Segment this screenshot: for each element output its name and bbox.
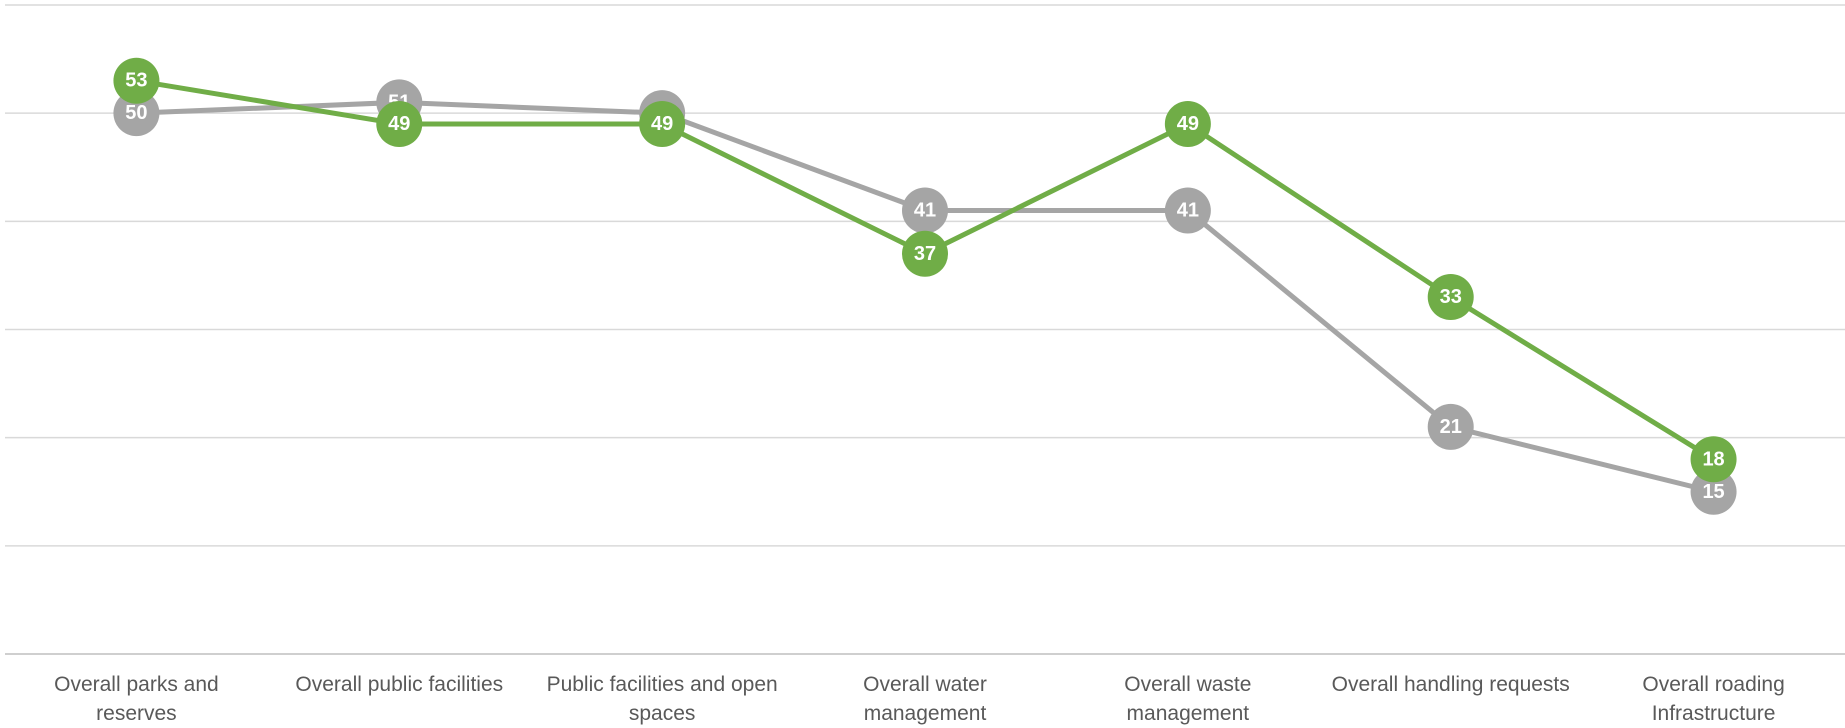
x-tick-label: Public facilities and open spaces	[546, 673, 778, 725]
x-tick-label: Overall roading Infrastructure	[1642, 673, 1785, 725]
data-label: 33	[1440, 286, 1462, 308]
data-label: 49	[651, 113, 673, 135]
marker	[1690, 436, 1737, 483]
marker	[113, 57, 160, 104]
marker	[1427, 274, 1474, 321]
marker	[113, 90, 160, 137]
marker	[1164, 187, 1211, 234]
marker	[1690, 468, 1737, 515]
marker	[902, 230, 948, 277]
x-tick-label: Overall handling requests	[1331, 673, 1570, 696]
data-label: 21	[1440, 416, 1462, 438]
marker	[639, 100, 686, 147]
x-tick-label: Overall waste management	[1124, 673, 1252, 725]
data-label: 37	[914, 243, 936, 265]
data-label: 49	[1177, 113, 1199, 135]
data-label: 53	[125, 70, 147, 92]
x-tick-label: Overall public facilities	[295, 673, 504, 696]
marker	[1164, 100, 1211, 147]
marker	[902, 187, 948, 234]
data-label: 49	[388, 113, 410, 135]
data-label: 50	[125, 102, 147, 124]
marker	[1427, 403, 1474, 450]
series-line	[136, 99, 1715, 495]
data-label: 18	[1702, 448, 1724, 470]
data-label: 41	[1177, 200, 1199, 222]
data-label: 41	[914, 200, 936, 222]
x-tick-label: Overall water management	[863, 673, 987, 725]
x-tick-label: Overall parks and reserves	[54, 673, 219, 725]
marker	[376, 100, 423, 147]
data-label: 15	[1702, 481, 1724, 503]
